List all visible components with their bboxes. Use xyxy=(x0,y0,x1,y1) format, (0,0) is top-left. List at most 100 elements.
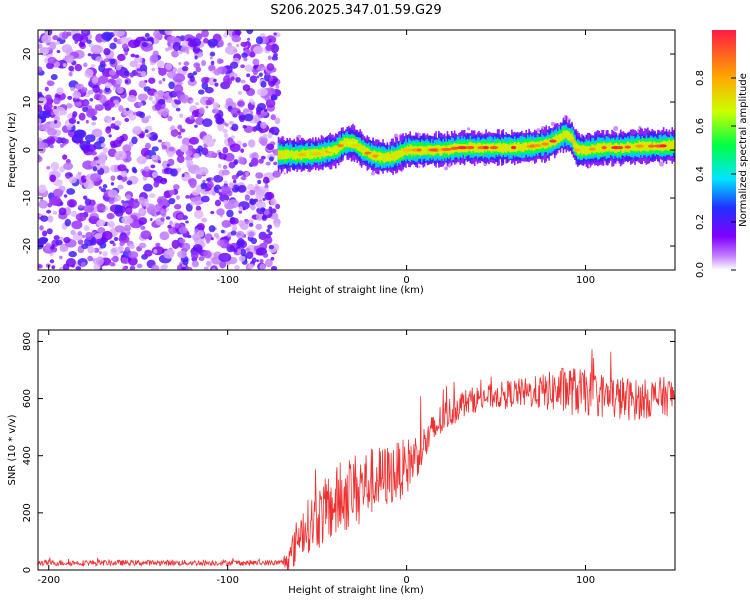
noise-blob xyxy=(201,30,209,38)
snr-x-tick-label: 0 xyxy=(403,575,409,586)
noise-blob xyxy=(134,198,139,203)
ridge-cell xyxy=(357,143,360,151)
ridge-cell xyxy=(549,139,552,148)
ridge-peak xyxy=(466,146,475,150)
noise-blob xyxy=(90,160,97,166)
ridge-peak xyxy=(569,139,576,143)
noise-blob xyxy=(201,81,209,90)
noise-blob xyxy=(68,176,77,184)
noise-blob xyxy=(144,129,149,134)
noise-blob xyxy=(108,134,112,138)
noise-blob xyxy=(179,144,189,153)
noise-blob xyxy=(177,213,184,220)
snr-x-ticks: -200 -100 0 100 xyxy=(37,330,595,586)
noise-blob xyxy=(165,167,170,172)
noise-blob xyxy=(86,108,96,118)
colorbar-tick-label: 0.8 xyxy=(695,70,706,86)
noise-blob xyxy=(165,47,170,52)
noise-blob xyxy=(130,214,135,219)
noise-blob xyxy=(117,174,123,181)
noise-blob xyxy=(191,260,200,268)
noise-blob xyxy=(189,201,196,206)
ridge-cell xyxy=(475,144,477,152)
noise-blob xyxy=(109,42,117,50)
noise-blob xyxy=(54,189,64,196)
colorbar-ticks: 0.0 0.2 0.4 0.6 0.8 xyxy=(695,70,736,278)
noise-blob xyxy=(156,60,165,69)
noise-blob xyxy=(113,99,120,105)
noise-blob xyxy=(167,224,172,229)
noise-blob xyxy=(53,120,58,124)
colorbar: 0.0 0.2 0.4 0.6 0.8 Normalized spectral ampl… xyxy=(695,30,749,278)
ridge-cell xyxy=(584,145,586,155)
noise-blob xyxy=(260,121,267,129)
noise-blob xyxy=(226,209,234,218)
noise-blob xyxy=(248,189,256,196)
noise-blob xyxy=(85,119,89,124)
noise-blob xyxy=(158,196,163,200)
noise-blob xyxy=(84,68,94,78)
noise-blob xyxy=(67,126,72,131)
noise-blob xyxy=(222,129,228,134)
noise-blob xyxy=(151,146,159,152)
noise-blob xyxy=(270,265,278,270)
noise-blob xyxy=(103,58,110,63)
noise-blob xyxy=(233,159,239,165)
noise-blob xyxy=(194,117,205,126)
noise-blob xyxy=(192,244,203,253)
noise-blob xyxy=(185,203,193,212)
noise-blob xyxy=(237,110,241,114)
noise-blob xyxy=(179,94,190,103)
noise-blob xyxy=(53,105,57,109)
noise-blob xyxy=(80,261,86,268)
noise-blob xyxy=(83,225,90,232)
faint-speckle xyxy=(550,121,555,126)
noise-blob xyxy=(222,147,229,154)
noise-blob xyxy=(140,225,146,230)
noise-blob xyxy=(140,230,152,240)
ridge-peak xyxy=(336,144,344,148)
noise-blob xyxy=(87,53,92,57)
noise-blob xyxy=(250,204,256,211)
noise-blob xyxy=(240,148,245,153)
ridge-cell xyxy=(581,145,583,156)
snr-frame xyxy=(37,329,676,571)
noise-blob xyxy=(260,80,267,88)
noise-blob xyxy=(74,63,83,72)
noise-blob xyxy=(63,194,68,198)
snr-y-tick-label: 600 xyxy=(22,389,33,408)
noise-blob xyxy=(256,102,267,111)
noise-blob xyxy=(249,75,258,83)
noise-blob xyxy=(70,87,76,92)
noise-blob xyxy=(242,124,247,129)
ridge-cell xyxy=(403,147,406,156)
noise-blob xyxy=(131,136,138,145)
noise-blob xyxy=(62,263,70,270)
noise-blob xyxy=(65,103,73,109)
ridge-cell xyxy=(383,153,386,163)
noise-blob xyxy=(246,30,254,35)
ridge-cell xyxy=(523,142,526,151)
noise-blob xyxy=(237,249,242,255)
ridge-cell xyxy=(571,133,573,142)
ridge-cell xyxy=(389,153,392,162)
ridge-cell xyxy=(293,151,296,160)
noise-blob xyxy=(240,79,246,84)
ridge-cell xyxy=(548,138,550,147)
noise-blob xyxy=(234,187,239,192)
ridge-cell xyxy=(579,145,582,154)
noise-blob xyxy=(81,179,87,183)
noise-blob xyxy=(82,106,89,113)
noise-blob xyxy=(70,210,78,218)
noise-blob xyxy=(190,115,195,120)
noise-blob xyxy=(187,145,194,151)
noise-blob xyxy=(100,143,106,148)
noise-blob xyxy=(202,179,206,183)
noise-blob xyxy=(167,151,174,158)
noise-blob xyxy=(87,255,93,262)
ridge-cell xyxy=(282,150,284,160)
noise-blob xyxy=(110,247,121,256)
noise-blob xyxy=(50,161,60,171)
noise-blob xyxy=(97,166,101,170)
noise-blob xyxy=(169,90,178,98)
